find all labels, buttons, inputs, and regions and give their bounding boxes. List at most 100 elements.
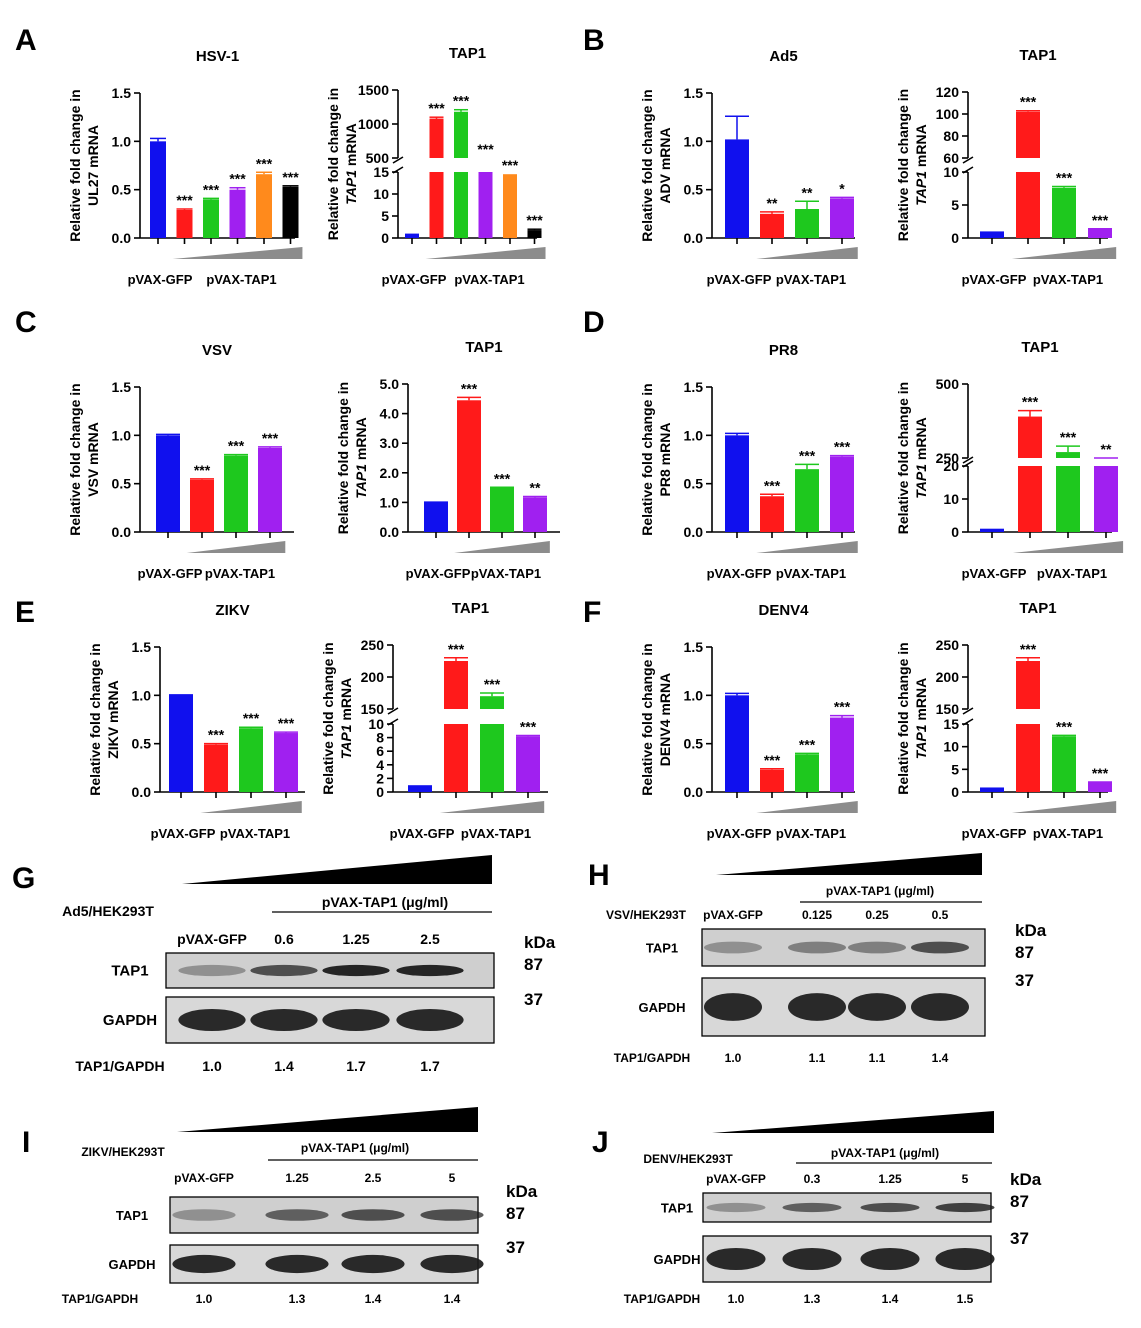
bar	[1016, 172, 1040, 238]
y-label-unit: mRNA	[353, 417, 369, 464]
y-axis-label-line2: ZIKV mRNA	[105, 680, 121, 759]
dose-wedge	[1011, 801, 1117, 813]
bar	[725, 435, 749, 532]
x-label-treatment: pVAX-TAP1	[1033, 826, 1103, 841]
significance-label: ***	[834, 439, 851, 455]
dose-label: 0.3	[804, 1172, 821, 1186]
chart-title: TAP1	[465, 339, 502, 356]
bar	[424, 502, 448, 532]
plasmid-label: pVAX-TAP1 (μg/ml)	[301, 1141, 409, 1155]
protein-band	[703, 993, 763, 1021]
bar	[795, 469, 819, 532]
y-tick-label: 4	[376, 757, 384, 773]
y-label-unit: mRNA	[913, 678, 929, 725]
dose-wedge	[756, 247, 858, 259]
y-tick-label: 100	[936, 106, 960, 122]
y-tick-label: 120	[936, 84, 960, 100]
kda-value: 87	[506, 1204, 525, 1223]
band-name-label: TAP1	[111, 963, 148, 980]
panel-letter-E: E	[15, 596, 35, 629]
y-tick-label: 10	[373, 186, 389, 202]
y-tick-label: 20	[943, 458, 959, 474]
blot-H: H VSV/HEK293T pVAX-TAP1 (μg/ml) pVAX-GFP 0.1…	[588, 853, 1047, 1065]
y-axis-label-line2: TAP1 mRNA	[338, 678, 354, 759]
y-axis-label-line2: TAP1 mRNA	[353, 417, 369, 498]
y-tick-label: 1.5	[112, 379, 132, 395]
bar	[523, 497, 547, 532]
protein-band	[935, 1247, 995, 1271]
y-axis-label-line1: Relative fold change in	[895, 642, 911, 794]
significance-label: ***	[282, 169, 299, 185]
dose-label: 5	[962, 1172, 969, 1186]
bar	[1016, 724, 1040, 792]
x-label-control: pVAX-GFP	[707, 826, 772, 841]
ratio-value: 1.4	[274, 1058, 294, 1074]
y-label-gene: TAP1	[913, 171, 929, 206]
bar	[1018, 416, 1042, 458]
ratio-value: 1.0	[196, 1292, 213, 1306]
protein-band	[341, 1254, 405, 1274]
x-label-control: pVAX-GFP	[151, 826, 216, 841]
kda-value: 87	[524, 955, 543, 974]
y-tick-label: 0	[951, 524, 959, 540]
dose-wedge	[425, 247, 546, 259]
protein-band	[910, 941, 970, 954]
y-tick-label: 1.0	[684, 427, 704, 443]
significance-label: ***	[834, 699, 851, 715]
significance-label: ***	[1020, 94, 1037, 110]
y-label-unit: mRNA	[913, 417, 929, 464]
y-tick-label: 250	[936, 637, 960, 653]
protein-band	[265, 1209, 329, 1221]
significance-label: ***	[176, 192, 193, 208]
significance-label: ***	[484, 676, 501, 692]
x-label-treatment: pVAX-TAP1	[220, 826, 290, 841]
bar	[1094, 466, 1118, 532]
chart-C1: C VSV Relative fold change in VSV mRNA 0.0 0.…	[15, 306, 294, 581]
bar	[1018, 466, 1042, 532]
bar	[444, 661, 468, 709]
significance-label: ***	[764, 752, 781, 768]
y-tick-label: 5	[951, 197, 959, 213]
protein-band	[847, 993, 907, 1021]
protein-band	[250, 964, 318, 977]
chart-title: ZIKV	[215, 602, 249, 619]
kda-label: kDa	[506, 1182, 538, 1201]
bar	[203, 199, 219, 238]
dose-wedge	[177, 1107, 478, 1132]
kda-value: 87	[1010, 1192, 1029, 1211]
axis-break-mark	[962, 456, 974, 464]
bar	[1088, 782, 1112, 792]
x-label-control: pVAX-GFP	[128, 272, 193, 287]
ratio-value: 1.7	[420, 1058, 440, 1074]
y-tick-label: 6	[376, 743, 384, 759]
significance-label: ***	[208, 727, 225, 743]
y-tick-label: 10	[943, 164, 959, 180]
y-tick-label: 0.5	[684, 476, 704, 492]
control-lane-label: pVAX-GFP	[174, 1171, 234, 1185]
protein-band	[341, 1209, 405, 1221]
kda-value: 37	[506, 1238, 525, 1257]
dose-wedge	[186, 541, 286, 553]
y-axis-label-line2: VSV mRNA	[85, 422, 101, 497]
bar	[429, 118, 444, 158]
bar	[429, 172, 444, 238]
significance-label: ***	[1060, 429, 1077, 445]
bar	[1056, 466, 1080, 532]
y-tick-label: 10	[943, 739, 959, 755]
protein-band	[178, 1008, 246, 1032]
significance-label: ***	[1092, 765, 1109, 781]
y-tick-label: 0.0	[684, 784, 704, 800]
bar	[256, 174, 272, 238]
cell-line-label: DENV/HEK293T	[643, 1152, 733, 1166]
significance-label: ***	[229, 171, 246, 187]
dose-wedge	[182, 855, 492, 884]
y-label-gene: TAP1	[353, 464, 369, 499]
y-tick-label: 0.0	[132, 784, 152, 800]
x-label-control: pVAX-GFP	[382, 272, 447, 287]
ratio-value: 1.7	[346, 1058, 366, 1074]
protein-band	[847, 941, 907, 954]
bar	[282, 186, 299, 238]
bar	[980, 231, 1004, 238]
plasmid-label: pVAX-TAP1 (μg/ml)	[831, 1146, 939, 1160]
chart-title: TAP1	[1019, 47, 1056, 64]
